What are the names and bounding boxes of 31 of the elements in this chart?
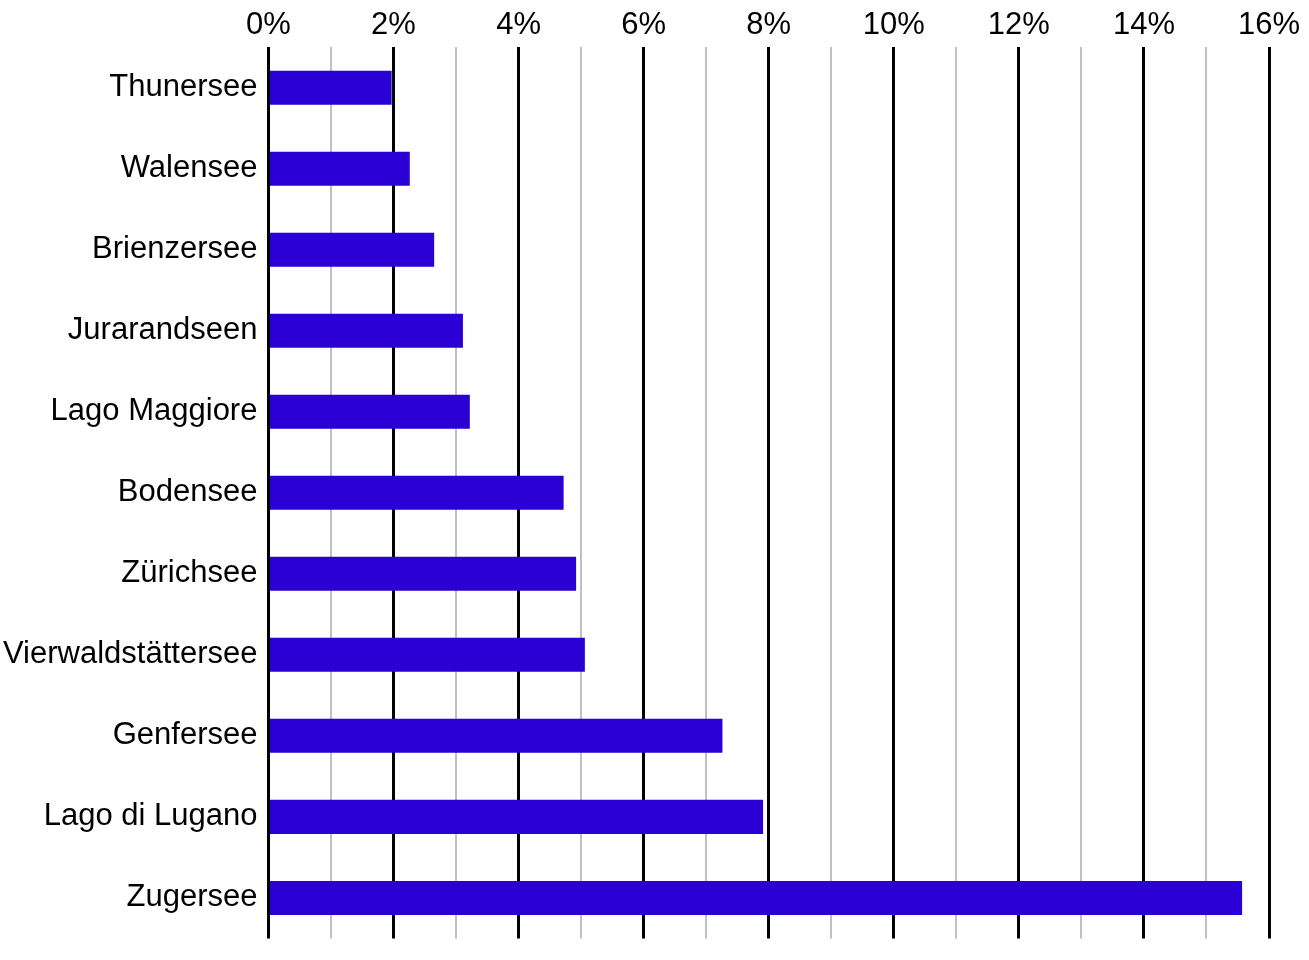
bar: [269, 394, 470, 429]
x-tick-label: 14%: [1112, 6, 1175, 42]
y-tick-label: Lago Maggiore: [50, 392, 258, 428]
y-tick-label: Zürichsee: [121, 554, 258, 590]
bar: [269, 718, 723, 753]
x-tick-label: 12%: [987, 6, 1050, 42]
y-tick-label: Genfersee: [112, 716, 258, 752]
bar: [269, 151, 410, 186]
y-tick-label: Lago di Lugano: [43, 797, 258, 833]
bar: [269, 799, 764, 834]
bar: [269, 880, 1243, 915]
x-tick-label: 6%: [621, 6, 667, 42]
y-tick-label: Thunersee: [109, 68, 258, 104]
bar: [269, 637, 585, 672]
x-tick-label: 0%: [246, 6, 291, 42]
bar: [269, 475, 564, 510]
y-tick-label: Zugersee: [126, 878, 258, 914]
bar: [269, 556, 577, 591]
y-tick-label: Bodensee: [117, 473, 258, 509]
y-tick-label: Vierwaldstättersee: [3, 635, 258, 671]
y-tick-label: Jurarandseen: [67, 311, 258, 347]
x-tick-label: 8%: [746, 6, 792, 42]
x-tick-label: 2%: [371, 6, 416, 42]
y-tick-label: Brienzersee: [92, 230, 258, 266]
bar: [269, 70, 392, 105]
bar: [269, 232, 435, 267]
x-tick-label: 16%: [1237, 6, 1301, 42]
x-tick-label: 4%: [496, 6, 541, 42]
x-tick-label: 10%: [862, 6, 925, 42]
bar: [269, 313, 463, 348]
y-tick-label: Walensee: [120, 149, 258, 185]
